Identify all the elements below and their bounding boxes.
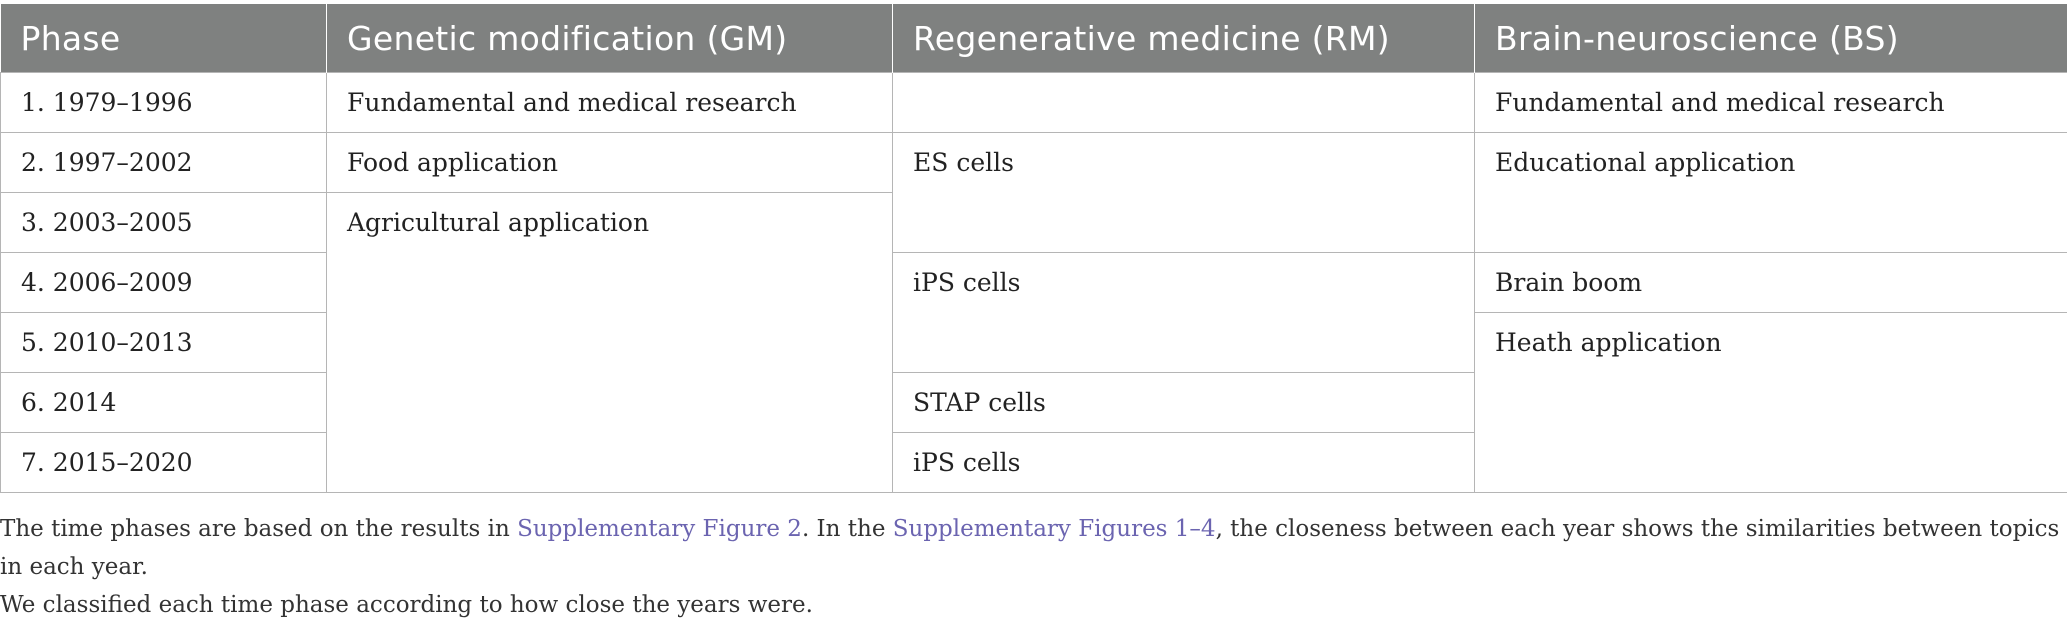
- gm-cell: Fundamental and medical research: [327, 73, 893, 133]
- caption-line-1: The time phases are based on the results…: [0, 510, 2060, 586]
- table-row: 4. 2006–2009 iPS cells Brain boom: [1, 253, 2067, 313]
- table-row: 1. 1979–1996 Fundamental and medical res…: [1, 73, 2067, 133]
- header-rm: Regenerative medicine (RM): [893, 4, 1475, 73]
- rm-cell: iPS cells: [893, 253, 1475, 373]
- supplementary-figures-1-4-link[interactable]: Supplementary Figures 1–4: [893, 516, 1216, 542]
- bs-cell: Fundamental and medical research: [1475, 73, 2067, 133]
- phase-cell: 2. 1997–2002: [1, 133, 327, 193]
- header-row: Phase Genetic modification (GM) Regenera…: [1, 4, 2067, 73]
- gm-cell: Agricultural application: [327, 193, 893, 493]
- rm-cell: STAP cells: [893, 373, 1475, 433]
- phase-cell: 5. 2010–2013: [1, 313, 327, 373]
- phase-cell: 3. 2003–2005: [1, 193, 327, 253]
- caption-text: The time phases are based on the results…: [0, 516, 517, 542]
- rm-cell: [893, 73, 1475, 133]
- table-row: 2. 1997–2002 Food application ES cells E…: [1, 133, 2067, 193]
- gm-cell: Food application: [327, 133, 893, 193]
- phase-cell: 4. 2006–2009: [1, 253, 327, 313]
- header-bs: Brain-neuroscience (BS): [1475, 4, 2067, 73]
- table-container: Phase Genetic modification (GM) Regenera…: [0, 4, 2067, 493]
- supplementary-figure-2-link[interactable]: Supplementary Figure 2: [517, 516, 802, 542]
- bs-cell: Heath application: [1475, 313, 2067, 493]
- header-gm: Genetic modification (GM): [327, 4, 893, 73]
- rm-cell: iPS cells: [893, 433, 1475, 493]
- phase-cell: 7. 2015–2020: [1, 433, 327, 493]
- rm-cell: ES cells: [893, 133, 1475, 253]
- bs-cell: Brain boom: [1475, 253, 2067, 313]
- phase-cell: 1. 1979–1996: [1, 73, 327, 133]
- phases-table: Phase Genetic modification (GM) Regenera…: [0, 4, 2067, 493]
- phase-cell: 6. 2014: [1, 373, 327, 433]
- header-phase: Phase: [1, 4, 327, 73]
- caption-text: . In the: [802, 516, 893, 542]
- bs-cell: Educational application: [1475, 133, 2067, 253]
- table-caption: The time phases are based on the results…: [0, 510, 2060, 624]
